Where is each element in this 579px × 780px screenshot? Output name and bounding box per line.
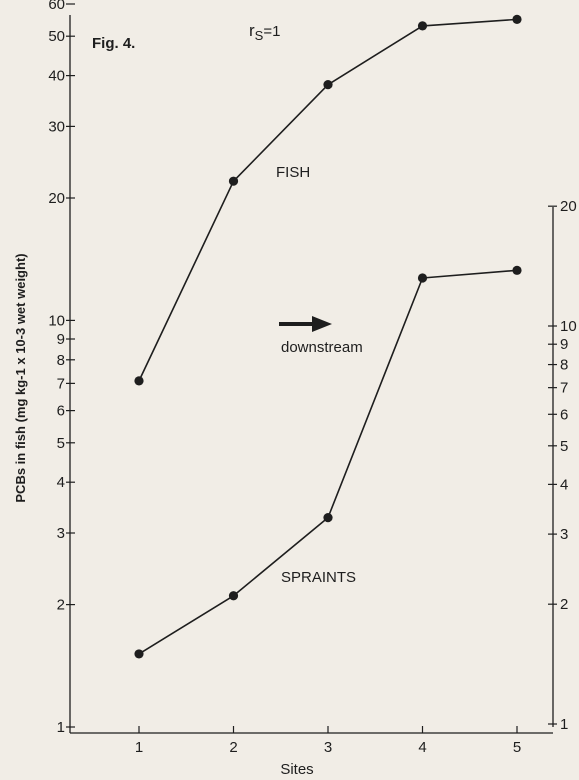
fish-data-point: [417, 21, 428, 31]
left-y-tick-label: 50: [48, 28, 65, 45]
x-ticks: 1 2 3 4 5: [135, 726, 521, 756]
left-y-tick-label: 2: [57, 597, 65, 614]
left-y-tick-label: 9: [57, 331, 65, 348]
x-axis-title: Sites: [280, 761, 313, 778]
y-axis-title: PCBs in fish (mg kg-1 x 10-3 wet weight): [13, 253, 28, 502]
right-y-tick-label: 20: [560, 198, 577, 215]
left-y-tick-label: 30: [48, 118, 65, 135]
right-y-tick-label: 5: [560, 438, 568, 455]
fish-data-point: [228, 176, 239, 186]
fish-data-point: [134, 376, 144, 386]
left-y-tick-label: 20: [48, 190, 65, 207]
right-y-tick-label: 3: [560, 526, 568, 543]
downstream-label: downstream: [281, 339, 363, 356]
left-y-tick-label: 3: [57, 525, 65, 542]
left-y-tick-label: 7: [57, 375, 65, 392]
x-tick-label: 5: [513, 739, 521, 756]
fish-data-point: [512, 14, 522, 24]
spraints-data-point: [417, 273, 428, 283]
right-y-tick-label: 10: [560, 318, 577, 335]
x-tick-label: 2: [229, 739, 237, 756]
left-y-tick-label: 8: [57, 352, 65, 369]
figure-label: Fig. 4.: [92, 35, 135, 52]
left-y-tick-label: 10: [48, 312, 65, 329]
right-y-tick-label: 9: [560, 336, 568, 353]
x-tick-label: 3: [324, 739, 332, 756]
right-y-tick-label: 7: [560, 380, 568, 397]
left-y-tick-label: 6: [57, 403, 65, 420]
right-y-tick-label: 8: [560, 357, 568, 374]
fish-series-label: FISH: [276, 164, 310, 181]
spraints-data-point: [323, 513, 333, 523]
left-y-tick-label: 4: [57, 474, 65, 491]
left-y-tick-label: 60: [48, 0, 65, 13]
spraints-data-point: [134, 649, 144, 659]
right-y-tick-label: 2: [560, 596, 568, 613]
left-y-tick-label: 40: [48, 68, 65, 85]
right-y-ticks: 1 2 3 4 5 6 7 8 910 20: [548, 198, 577, 733]
spraints-series-label: SPRAINTS: [281, 569, 356, 586]
x-tick-label: 1: [135, 739, 143, 756]
right-y-tick-label: 6: [560, 406, 568, 423]
left-y-tick-label: 5: [57, 435, 65, 452]
x-tick-label: 4: [418, 739, 426, 756]
correlation-label: rS=1: [249, 21, 280, 43]
right-y-tick-label: 1: [560, 716, 568, 733]
right-y-tick-label: 4: [560, 476, 568, 493]
downstream-arrow-icon: [279, 316, 332, 332]
series-points: [134, 14, 522, 659]
fish-data-point: [323, 80, 333, 90]
left-y-tick-label: 1: [57, 719, 65, 736]
left-y-ticks: 1 2 3 4 5 6 7 8 9 10 20 30 40 50 60: [48, 0, 75, 736]
spraints-data-point: [512, 265, 522, 275]
spraints-data-point: [228, 591, 239, 601]
